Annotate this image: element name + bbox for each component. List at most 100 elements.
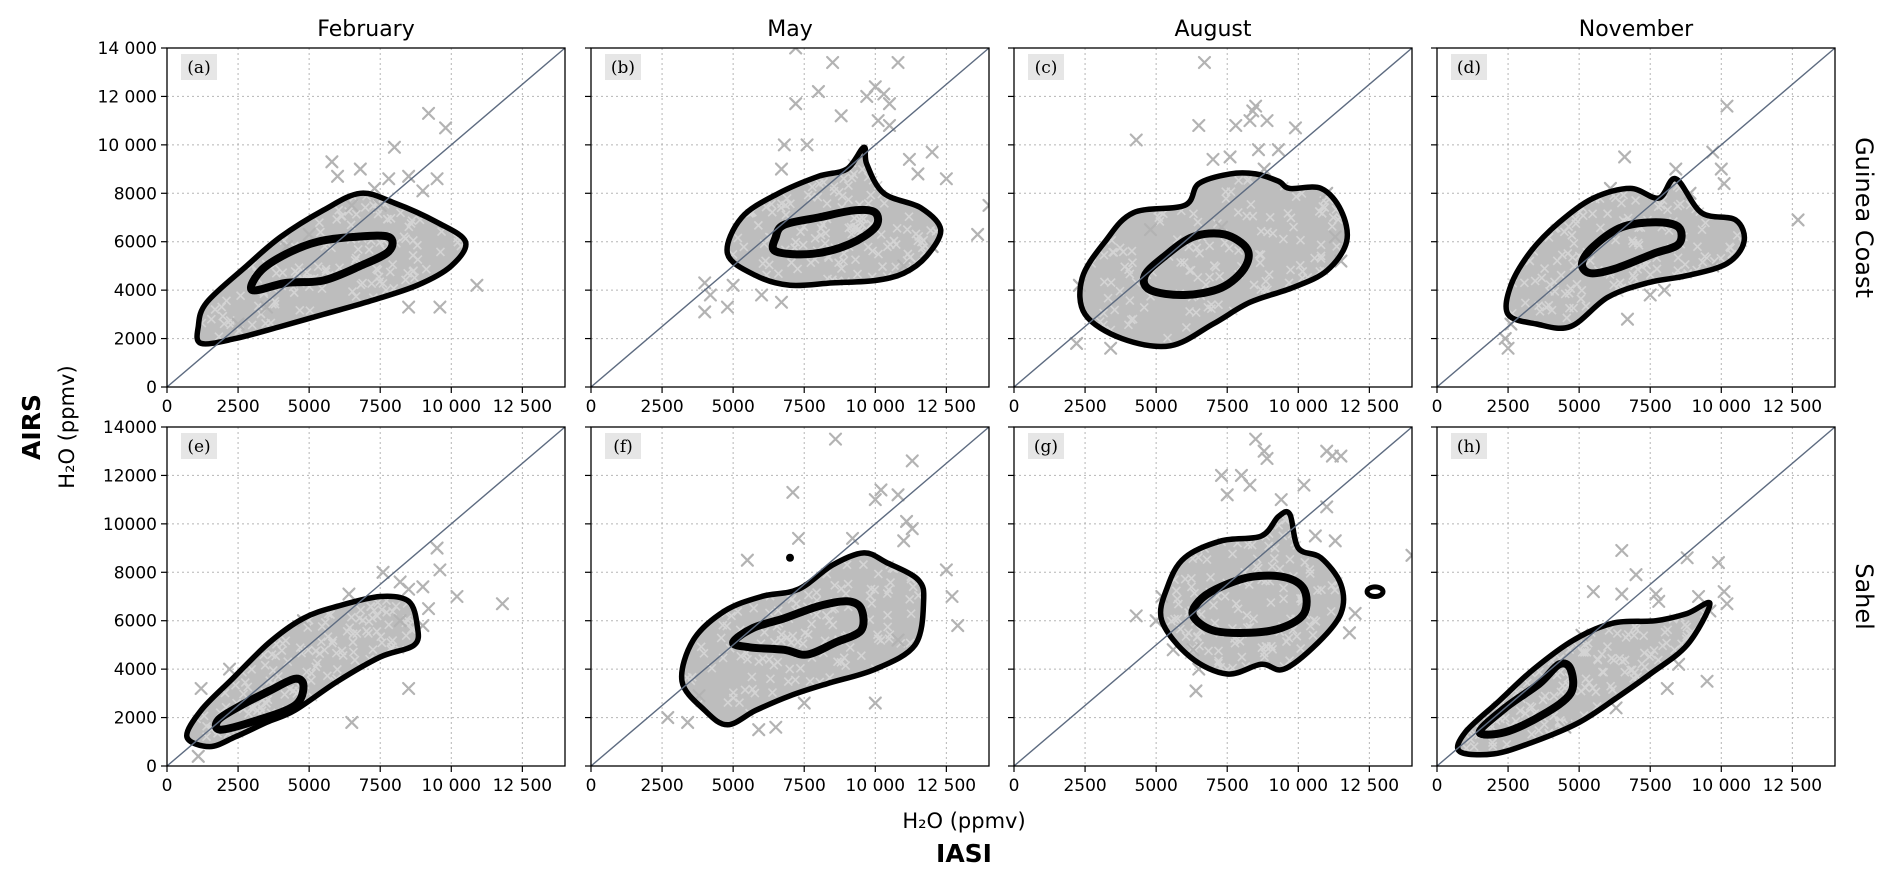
scatter-point bbox=[736, 651, 746, 661]
scatter-point bbox=[1193, 217, 1203, 227]
scatter-point bbox=[1717, 585, 1731, 599]
scatter-point bbox=[1310, 253, 1320, 263]
scatter-point bbox=[319, 645, 330, 655]
y-tick-label: 10000 bbox=[103, 515, 157, 535]
scatter-point bbox=[1201, 280, 1211, 290]
scatter-point bbox=[253, 301, 263, 311]
scatter-point bbox=[1530, 276, 1540, 286]
scatter-point bbox=[421, 602, 436, 616]
scatter-point bbox=[342, 587, 356, 601]
scatter-point bbox=[1711, 556, 1726, 570]
titles: February May August November Guinea Coas… bbox=[17, 17, 1878, 868]
scatter-point bbox=[1649, 587, 1663, 601]
x-tick-label: 12 500 bbox=[1763, 776, 1822, 796]
scatter-point bbox=[247, 664, 257, 674]
y-tick-label: 6000 bbox=[114, 233, 157, 253]
scatter-point bbox=[1316, 251, 1326, 261]
scatter-point bbox=[312, 658, 322, 668]
plot-area bbox=[1014, 427, 1412, 766]
one-to-one-line bbox=[1014, 427, 1412, 766]
y-tick-label: 2000 bbox=[114, 330, 157, 350]
scatter-point bbox=[883, 610, 893, 620]
row-label-sahel: Sahel bbox=[1850, 563, 1878, 630]
scatter-point bbox=[353, 162, 367, 176]
scatter-point bbox=[1205, 572, 1216, 582]
scatter-point bbox=[1275, 564, 1285, 574]
y-tick-label: 8000 bbox=[114, 184, 157, 204]
scatter-point bbox=[1615, 587, 1629, 601]
scatter-point bbox=[386, 213, 396, 223]
scatter-point bbox=[450, 589, 464, 604]
scatter-point bbox=[749, 603, 759, 613]
scatter-point bbox=[1644, 651, 1655, 662]
scatter-point bbox=[1261, 641, 1271, 651]
scatter-point bbox=[1588, 683, 1598, 693]
scatter-point bbox=[681, 715, 695, 730]
scatter-point bbox=[387, 140, 402, 154]
scatter-point bbox=[302, 227, 316, 242]
scatter-point bbox=[1210, 618, 1220, 628]
scatter-point bbox=[314, 218, 324, 228]
panel-tag: (c) bbox=[1035, 58, 1058, 78]
scatter-point bbox=[266, 318, 276, 328]
scatter-point bbox=[1260, 451, 1274, 466]
scatter-point bbox=[1626, 665, 1636, 675]
scatter-point bbox=[1197, 55, 1212, 70]
scatter-point bbox=[259, 300, 274, 314]
scatter-point bbox=[1206, 304, 1216, 314]
y-ticks bbox=[1008, 47, 1014, 388]
scatter-point bbox=[387, 606, 398, 617]
y-tick-label: 12 000 bbox=[98, 87, 157, 107]
scatter-point bbox=[1103, 293, 1113, 303]
scatter-point bbox=[753, 220, 763, 230]
scatter-point bbox=[891, 488, 905, 502]
scatter-point bbox=[1620, 312, 1635, 326]
scatter-point bbox=[210, 304, 220, 315]
scatter-point bbox=[1312, 586, 1323, 596]
inner-contour bbox=[729, 597, 868, 659]
scatter-point bbox=[408, 266, 419, 276]
scatter-point bbox=[1609, 701, 1623, 715]
scatter-point bbox=[1256, 250, 1266, 260]
inner-contour bbox=[1577, 218, 1686, 278]
scatter-point bbox=[1223, 150, 1237, 164]
scatter-point bbox=[1109, 247, 1119, 257]
scatter-point bbox=[752, 723, 766, 737]
scatter-point bbox=[776, 635, 786, 646]
scatter-point bbox=[1254, 249, 1264, 259]
scatter-point bbox=[740, 553, 754, 567]
scatter-point bbox=[240, 677, 250, 688]
scatter-point bbox=[687, 672, 697, 682]
x-tick-label: 2500 bbox=[1063, 776, 1106, 796]
scatter-point bbox=[882, 97, 897, 111]
scatter-point bbox=[1099, 250, 1109, 260]
scatter-point bbox=[1155, 216, 1165, 227]
axes-frame bbox=[1436, 426, 1836, 767]
scatter-point bbox=[337, 211, 347, 221]
scatter-point bbox=[1540, 691, 1550, 701]
x-ticks: 0 2500 5000 7500 10 000 12 500 bbox=[162, 766, 552, 796]
row-label-guinea-coast: Guinea Coast bbox=[1850, 137, 1878, 298]
scatter-point bbox=[870, 585, 880, 595]
scatter-point bbox=[798, 240, 808, 250]
scatter-point bbox=[1595, 223, 1605, 233]
scatter-point bbox=[238, 689, 249, 699]
plot-area bbox=[1437, 48, 1835, 387]
scatter-point bbox=[872, 630, 883, 640]
scatter-point bbox=[1597, 667, 1607, 677]
scatter-point bbox=[760, 256, 771, 266]
scatter-point bbox=[1593, 655, 1603, 665]
axes-frame bbox=[1013, 47, 1413, 388]
scatter-point bbox=[247, 320, 257, 330]
scatter-point bbox=[1498, 331, 1512, 346]
grid bbox=[167, 48, 565, 387]
scatter-point bbox=[877, 262, 888, 272]
scatter-point bbox=[265, 676, 275, 686]
x-tick-label: 10 000 bbox=[422, 776, 481, 796]
scatter-point bbox=[317, 621, 327, 631]
scatter-point bbox=[1673, 253, 1683, 263]
scatter-point bbox=[1621, 632, 1631, 643]
scatter-point bbox=[971, 227, 985, 242]
contour-island bbox=[786, 553, 794, 562]
x-tick-label: 5000 bbox=[1135, 776, 1178, 796]
